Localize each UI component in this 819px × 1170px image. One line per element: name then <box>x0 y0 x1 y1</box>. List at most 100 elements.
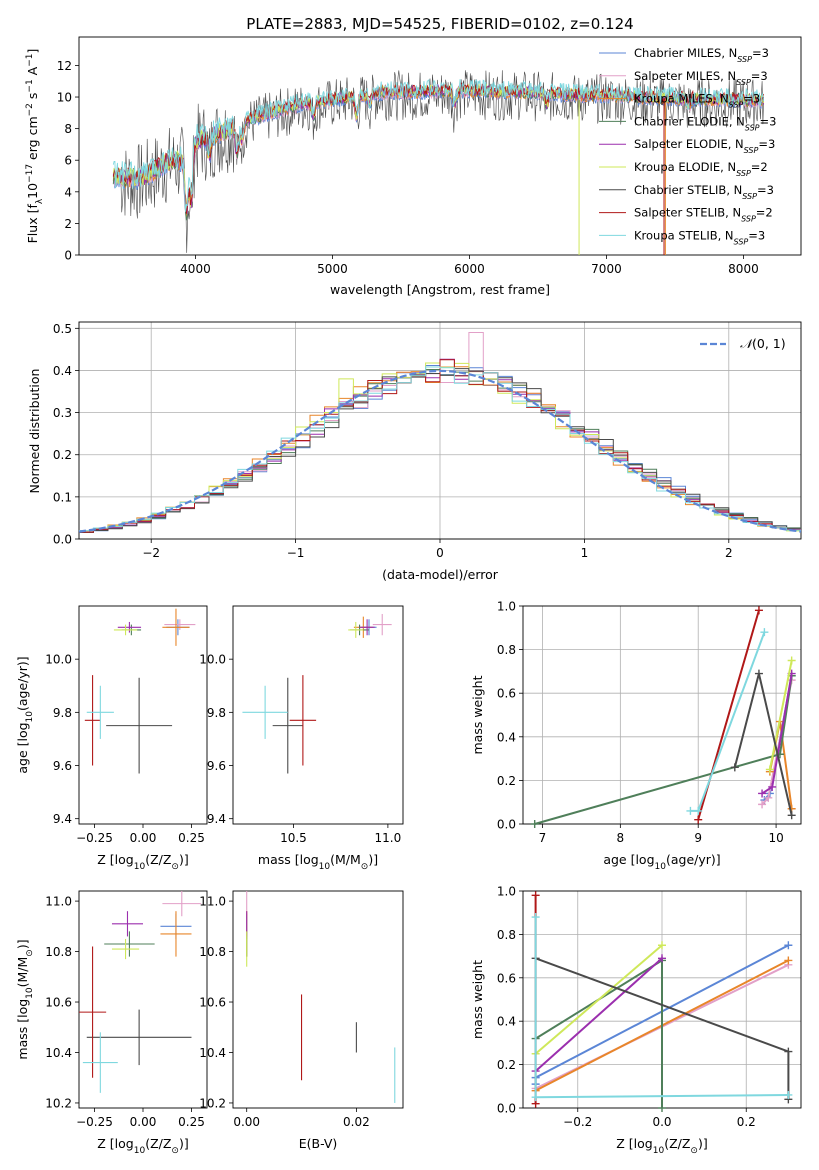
mass_vs_ebv-panel: 0.00 0.02 10.2 10.4 10.6 10.8 11.0 E(B-V) <box>199 890 404 1151</box>
label-part: mass [log <box>15 999 30 1060</box>
legend-label: Salpeter MILES, NSSP=3 <box>634 69 768 87</box>
label-part: ] <box>25 49 40 54</box>
weight-marker-kroupa_elodie <box>765 765 774 774</box>
weight-marker-salpeter_elodie <box>768 782 777 791</box>
label-part: ⊙ <box>361 862 369 872</box>
y-tick-label: 10.2 <box>45 1096 72 1110</box>
y-axis-label: mass [log10(M/M⊙)] <box>15 939 35 1059</box>
legend-text: Chabrier MILES, N <box>634 46 737 60</box>
y-tick-label: 9.8 <box>53 706 72 720</box>
y-tick-label: 0.2 <box>497 774 516 788</box>
x-tick-label: 0.00 <box>130 831 157 845</box>
y-axis-label: mass weight <box>470 675 485 754</box>
x-tick-label: 0.00 <box>130 1115 157 1129</box>
plot-frame <box>522 605 802 825</box>
legend-sub: SSP <box>745 123 760 132</box>
y-tick-label: 10.4 <box>199 1046 226 1060</box>
weight-line-kroupa_elodie <box>768 660 793 770</box>
y-tick-label: 10.6 <box>199 996 226 1010</box>
y-tick-label: 0.6 <box>497 971 516 985</box>
x-tick-label: 10 <box>768 831 783 845</box>
y-tick-label: 0.3 <box>53 406 72 420</box>
x-axis-label: age [log10(age/yr)] <box>603 852 720 872</box>
weight-line-kroupa_elodie <box>534 944 663 1055</box>
x-tick-label: 0.25 <box>178 1115 205 1129</box>
residuals-panel: −2 −1 0 1 2 0.0 0.1 0.2 0.3 0.4 0.5 𝒩(0, 1) (data-mo… <box>27 321 802 582</box>
label-part: 10 <box>134 1146 146 1156</box>
plot-frame <box>78 321 802 540</box>
y-tick-label: 12 <box>57 59 72 73</box>
weight-marker-chabrier_elodie <box>530 820 539 828</box>
label-part: erg cm <box>25 116 40 164</box>
x-axis-label: mass [log10(M/M⊙)] <box>258 852 378 872</box>
label-part: ⊙ <box>171 862 179 872</box>
x-tick-label: 0.00 <box>233 1115 260 1129</box>
legend-text: =3 <box>743 92 760 106</box>
legend-sub: SSP <box>734 237 749 246</box>
y-tick-label: 2 <box>64 217 72 231</box>
weight-marker-kroupa_miles <box>784 956 793 965</box>
label-part: (M/M <box>15 957 30 988</box>
y-tick-label: 0.2 <box>497 1058 516 1072</box>
weight-marker-kroupa_elodie <box>658 941 666 950</box>
label-part: )] <box>179 852 189 867</box>
label-part: (age/yr)] <box>15 656 30 711</box>
legend-text: Salpeter STELIB, N <box>634 206 741 220</box>
legend-label: 𝒩(0, 1) <box>740 336 786 351</box>
x-tick-label: 5000 <box>317 262 348 276</box>
label-part: )] <box>368 852 378 867</box>
y-tick-label: 11.0 <box>45 895 72 909</box>
x-tick-label: 7 <box>539 831 547 845</box>
x-tick-label: 11.0 <box>375 831 402 845</box>
age_vs_Z-panel: −0.25 0.00 0.259.49.69.810.0Z [log10(Z/Z⊙)… <box>15 605 208 872</box>
y-tick-label: 1.0 <box>497 600 516 614</box>
legend-sub: SSP <box>742 191 757 200</box>
legend-text: Chabrier STELIB, N <box>634 183 742 197</box>
label-part: s <box>25 93 40 104</box>
x-axis-label: wavelength [Angstrom, rest frame] <box>330 282 550 297</box>
label-part: 10 <box>25 987 35 999</box>
legend-text: =3 <box>752 46 769 60</box>
normal-reference-curve <box>78 369 802 533</box>
weight-marker-kroupa_elodie <box>787 656 796 665</box>
weight-marker-chabrier_stelib <box>730 763 739 772</box>
legend-label: Kroupa MILES, NSSP=3 <box>634 92 760 110</box>
y-tick-label: 6 <box>64 154 72 168</box>
x-tick-label: −1 <box>287 546 305 560</box>
y-tick-label: 10.6 <box>45 996 72 1010</box>
y-axis-label: Flux [fλ10−17 erg cm−2 s−1 A−1] <box>25 49 45 244</box>
x-axis-label: Z [log10(Z/Z⊙)] <box>616 1136 707 1156</box>
label-part: (M/M <box>330 852 361 867</box>
legend-label: Chabrier STELIB, NSSP=3 <box>634 183 774 201</box>
label-part: age [log <box>15 722 30 773</box>
weight-marker-salpeter_miles <box>758 800 767 809</box>
legend-text: =3 <box>758 137 775 151</box>
x-tick-label: −0.25 <box>76 831 113 845</box>
label-part: ⊙ <box>171 1146 179 1156</box>
label-part: Flux [f <box>25 204 40 244</box>
y-tick-label: 0.0 <box>497 818 516 832</box>
y-tick-label: 4 <box>64 185 72 199</box>
legend-text: Chabrier ELODIE, N <box>634 114 745 128</box>
y-tick-label: 0.5 <box>53 322 72 336</box>
label-part: age [log <box>603 852 654 867</box>
label-part: 10 <box>653 1146 665 1156</box>
x-tick-label: 8 <box>617 831 625 845</box>
y-tick-label: 0.8 <box>497 928 516 942</box>
y-tick-label: 10.8 <box>199 945 226 959</box>
weight-marker-chabrier_stelib <box>787 811 796 820</box>
label-part: −1 <box>25 79 35 92</box>
label-part: ⊙ <box>690 1146 698 1156</box>
legend-sub: SSP <box>736 169 751 178</box>
weight-marker-chabrier_miles <box>784 941 793 950</box>
label-part: λ <box>35 198 45 204</box>
legend-label: Chabrier MILES, NSSP=3 <box>634 46 769 64</box>
weight-marker-chabrier_stelib <box>754 669 763 678</box>
label-part: mass [log <box>258 852 319 867</box>
legend-text: =3 <box>760 114 777 128</box>
x-tick-label: 7000 <box>591 262 622 276</box>
y-tick-label: 10.4 <box>45 1046 72 1060</box>
